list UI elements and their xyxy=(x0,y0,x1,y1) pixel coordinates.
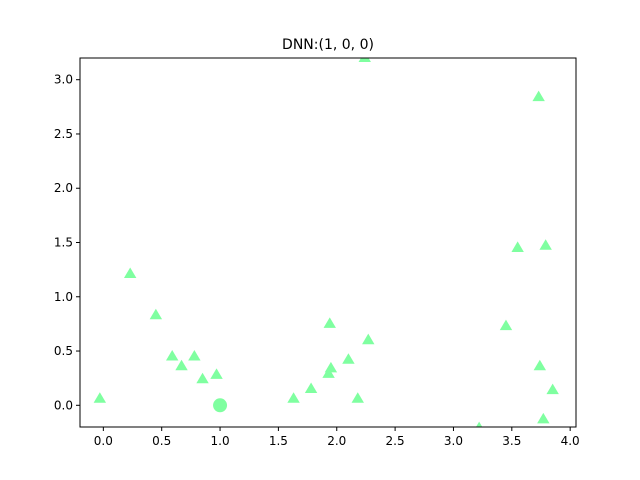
triangle-point xyxy=(475,421,483,427)
y-tick-label: 2.5 xyxy=(54,127,73,141)
x-tick-label: 0.5 xyxy=(152,434,171,448)
x-tick-label: 4.0 xyxy=(561,434,580,448)
triangle-point xyxy=(358,58,371,63)
triangle-point xyxy=(93,392,107,403)
triangle-point xyxy=(323,317,336,328)
triangle-point xyxy=(511,241,524,252)
y-tick-label: 0.5 xyxy=(54,344,73,358)
triangle-point xyxy=(165,349,179,361)
triangle-point xyxy=(537,412,550,424)
triangle-point xyxy=(362,333,375,345)
triangle-point xyxy=(123,267,137,279)
y-tick-label: 2.0 xyxy=(54,181,73,195)
x-tick-label: 2.0 xyxy=(327,434,346,448)
triangle-point xyxy=(499,319,513,331)
x-tick-label: 3.5 xyxy=(502,434,521,448)
y-tick-label: 3.0 xyxy=(54,73,73,87)
x-tick-label: 3.0 xyxy=(444,434,463,448)
triangle-point xyxy=(533,359,547,371)
triangle-point xyxy=(322,367,335,378)
plot-area xyxy=(93,58,559,427)
circle-point xyxy=(213,398,228,413)
x-tick-label: 0.0 xyxy=(94,434,113,448)
x-tick-label: 1.5 xyxy=(269,434,288,448)
triangle-point xyxy=(539,239,552,250)
triangle-point xyxy=(351,392,364,403)
y-tick-label: 0.0 xyxy=(54,398,73,412)
x-tick-label: 2.5 xyxy=(386,434,405,448)
axes: 0.0 0.5 1.0 1.5 2.0 2.5 3.0 3.5 4.0 0.0 0.5 1.0 1.5 2… xyxy=(54,57,580,448)
triangle-point xyxy=(342,353,355,364)
chart-title: DNN:(1, 0, 0) xyxy=(282,37,374,53)
y-tick-label: 1.5 xyxy=(54,236,73,250)
triangle-point xyxy=(188,349,201,361)
triangle-point xyxy=(149,308,163,320)
triangle-point xyxy=(304,382,318,394)
triangle-point xyxy=(287,392,300,403)
triangle-point xyxy=(546,383,559,395)
triangle-point xyxy=(324,361,338,373)
triangle-point xyxy=(210,368,223,379)
x-tick-label: 1.0 xyxy=(211,434,230,448)
y-tick-label: 1.0 xyxy=(54,290,73,304)
triangle-point xyxy=(175,359,188,371)
triangle-point xyxy=(532,90,545,102)
triangle-point xyxy=(196,372,209,384)
